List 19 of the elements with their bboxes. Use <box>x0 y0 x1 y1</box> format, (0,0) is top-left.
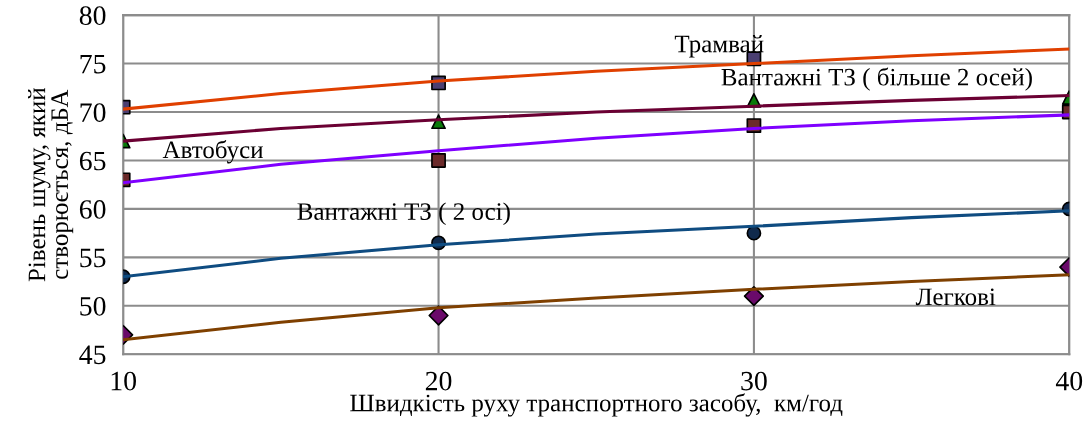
y-tick-label: 75 <box>80 55 106 74</box>
x-axis-title: Швидкість руху транспортного засобу, км/год <box>350 393 843 417</box>
series-label: Автобуси <box>162 140 263 164</box>
series-label: Легкові <box>915 288 996 306</box>
x-tick-label: 30 <box>741 371 767 391</box>
y-tick-label: 65 <box>79 151 106 171</box>
series-label: Вантажні ТЗ ( 2 осі) <box>297 202 510 226</box>
y-tick-label: 55 <box>80 248 106 268</box>
series-label: Трамвай <box>674 35 764 58</box>
series-label: Вантажні ТЗ ( більше 2 осей) <box>721 67 1032 91</box>
y-tick-label: 50 <box>80 296 106 316</box>
y-tick-label: 70 <box>80 103 106 122</box>
x-tick-label: 20 <box>425 371 452 391</box>
y-tick-label: 45 <box>79 345 106 365</box>
y-axis-title: Рівень шуму, який створюється, дБА <box>27 87 74 282</box>
y-tick-label: 60 <box>79 200 106 219</box>
x-tick-label: 40 <box>1055 371 1083 391</box>
y-tick-label: 80 <box>79 6 106 26</box>
x-tick-label: 10 <box>111 371 136 391</box>
